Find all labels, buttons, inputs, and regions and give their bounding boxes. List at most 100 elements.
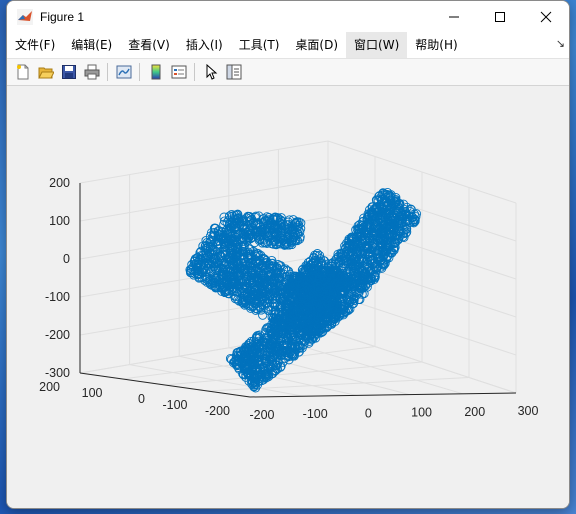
scatter-point <box>269 213 280 223</box>
scatter-point <box>253 286 263 297</box>
scatter-point <box>317 307 328 317</box>
scatter-point <box>399 232 409 242</box>
print-icon[interactable] <box>82 62 102 82</box>
scatter-point <box>320 308 330 319</box>
scatter-point <box>311 271 322 281</box>
scatter-point <box>251 303 261 314</box>
scatter-point <box>368 211 378 221</box>
menu-window[interactable]: 窗口(W) <box>346 32 408 58</box>
scatter-point <box>233 354 244 364</box>
scatter-point <box>316 309 327 319</box>
scatter-point <box>245 226 255 237</box>
menu-insert[interactable]: 插入(I) <box>185 38 223 52</box>
scatter-point <box>267 261 278 271</box>
scatter-point <box>269 313 279 323</box>
scatter-point <box>297 274 307 284</box>
new-figure-icon[interactable] <box>13 62 33 82</box>
open-file-icon[interactable] <box>36 62 56 82</box>
scatter-point <box>280 315 291 325</box>
scatter-point <box>270 274 280 285</box>
scatter-point <box>235 220 245 230</box>
back-wall-gridline <box>79 216 329 260</box>
scatter-point <box>289 219 300 229</box>
scatter-point <box>319 283 329 293</box>
scatter-point <box>394 226 404 236</box>
scatter-point <box>253 250 264 261</box>
x-tick-label: 200 <box>464 405 485 419</box>
z-tick-label: -300 <box>45 366 70 380</box>
scatter-point <box>243 355 254 365</box>
close-icon <box>540 11 552 22</box>
scatter-point <box>277 228 287 238</box>
scatter-point <box>232 359 242 369</box>
insert-legend-icon[interactable] <box>169 62 189 82</box>
scatter-point <box>251 227 261 237</box>
scatter-point <box>377 194 388 205</box>
close-button[interactable] <box>523 1 569 32</box>
scatter-series[interactable] <box>185 187 422 393</box>
y-tick-label: -200 <box>205 404 230 418</box>
plot-area[interactable]: -200 -100 0 100 200 300 -200 -100 0 100 200 -300 -20… <box>7 86 569 508</box>
scatter-point <box>224 215 234 225</box>
menu-edit[interactable]: 编辑(E) <box>71 38 113 52</box>
menu-tools[interactable]: 工具(T) <box>238 38 280 52</box>
scatter-point <box>304 331 314 341</box>
scatter-point <box>287 327 298 338</box>
scatter-point <box>252 331 263 341</box>
scatter-point <box>328 313 338 323</box>
scatter-point <box>239 346 249 356</box>
pointer-icon[interactable] <box>201 62 221 82</box>
scatter-point <box>212 282 222 293</box>
menu-view[interactable]: 查看(V) <box>128 38 170 52</box>
scatter-point <box>346 234 356 245</box>
scatter-point <box>280 264 291 274</box>
menu-help[interactable]: 帮助(H) <box>415 38 458 52</box>
scatter-point <box>357 266 367 277</box>
scatter-point <box>278 296 288 307</box>
scatter-point <box>332 313 342 323</box>
property-inspector-icon[interactable] <box>224 62 244 82</box>
scatter-point <box>196 246 206 257</box>
scatter-point <box>283 313 293 324</box>
scatter-point <box>262 238 272 248</box>
back-wall-gridline <box>79 178 329 222</box>
3d-scatter-axes[interactable]: -200 -100 0 100 200 300-200-1000100200-300-20… <box>7 86 569 508</box>
scatter-point <box>269 228 280 238</box>
scatter-point <box>244 233 254 243</box>
scatter-point <box>319 276 329 286</box>
menu-desktop[interactable]: 桌面(D) <box>295 38 339 52</box>
scatter-point <box>386 210 397 221</box>
scatter-point <box>251 273 261 283</box>
maximize-button[interactable] <box>477 1 523 32</box>
scatter-point <box>322 289 332 299</box>
scatter-point <box>365 256 375 266</box>
menu-bar: 文件(F) 编辑(E) 查看(V) 插入(I) 工具(T) 桌面(D) 窗口(W… <box>7 32 569 59</box>
scatter-point <box>209 250 219 260</box>
scatter-point <box>209 228 220 238</box>
scatter-point <box>363 249 373 259</box>
save-icon[interactable] <box>59 62 79 82</box>
scatter-point <box>368 241 379 251</box>
x-axis-line <box>249 392 517 398</box>
dock-arrow-icon[interactable]: ↘ <box>555 37 565 50</box>
scatter-point <box>303 334 314 344</box>
scatter-point <box>267 294 278 305</box>
scatter-point <box>380 206 391 216</box>
scatter-point <box>257 295 267 305</box>
link-plot-icon[interactable] <box>114 62 134 82</box>
scatter-point <box>267 258 278 269</box>
scatter-point <box>294 316 304 326</box>
insert-colorbar-icon[interactable] <box>146 62 166 82</box>
scatter-point <box>275 362 286 372</box>
toolbar-separator <box>107 63 108 81</box>
scatter-point <box>271 365 281 376</box>
scatter-point <box>291 316 301 326</box>
scatter-point <box>325 270 335 280</box>
y-tick-label: 200 <box>39 380 60 394</box>
menu-file[interactable]: 文件(F) <box>15 38 56 52</box>
scatter-point <box>362 244 372 254</box>
scatter-point <box>310 333 321 343</box>
scatter-point <box>232 247 242 258</box>
scatter-point <box>344 241 355 252</box>
minimize-button[interactable] <box>431 1 477 32</box>
